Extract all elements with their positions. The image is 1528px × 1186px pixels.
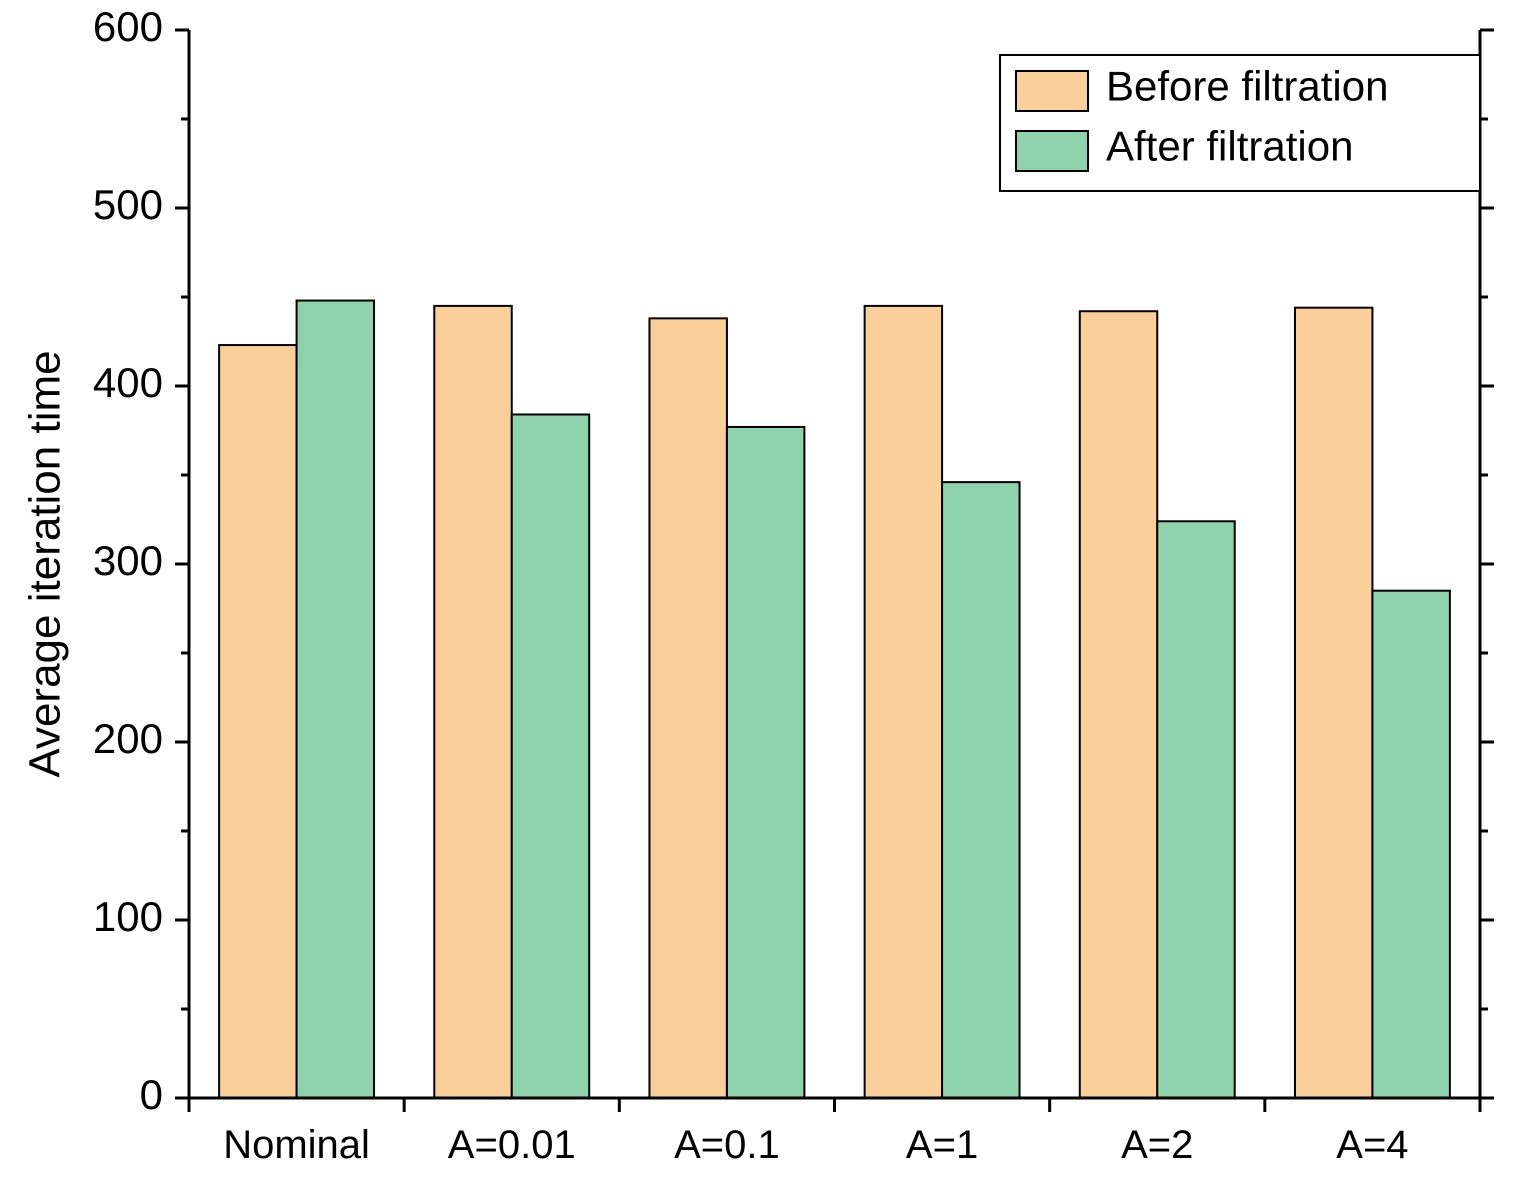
bar-before: [219, 345, 296, 1098]
bar-before: [1080, 311, 1157, 1098]
y-tick-label: 100: [93, 893, 163, 940]
legend-swatch: [1016, 131, 1088, 171]
bar-before: [1295, 308, 1372, 1098]
bar-after: [1157, 521, 1234, 1098]
bar-after: [727, 427, 804, 1098]
bar-after: [1372, 591, 1449, 1098]
legend-swatch: [1016, 71, 1088, 111]
bar-before: [434, 306, 511, 1098]
legend: Before filtration After filtration: [1000, 55, 1480, 191]
y-tick-label: 500: [93, 181, 163, 228]
x-tick-label: A=0.1: [674, 1123, 780, 1167]
bar-after: [297, 301, 374, 1098]
y-tick-label: 600: [93, 3, 163, 50]
bar-before: [865, 306, 942, 1098]
x-tick-label: Nominal: [223, 1123, 370, 1167]
bar-chart: 0 100 200 300 400 500 600 Nominal A=0.01 A=0.1 A=1…: [0, 0, 1528, 1186]
bar-before: [649, 318, 726, 1098]
x-tick-label: A=4: [1336, 1123, 1408, 1167]
bar-after: [942, 482, 1019, 1098]
x-tick-label: A=2: [1121, 1123, 1193, 1167]
chart-svg: 0 100 200 300 400 500 600 Nominal A=0.01 A=0.1 A=1…: [0, 0, 1528, 1186]
y-tick-label: 400: [93, 359, 163, 406]
bar-after: [512, 414, 589, 1098]
y-tick-label: 200: [93, 715, 163, 762]
legend-label: Before filtration: [1106, 63, 1388, 110]
x-tick-label: A=1: [906, 1123, 978, 1167]
y-axis-label: Average iteration time: [21, 350, 70, 777]
legend-label: After filtration: [1106, 123, 1353, 170]
y-tick-label: 0: [140, 1071, 163, 1118]
y-tick-label: 300: [93, 537, 163, 584]
x-tick-label: A=0.01: [448, 1123, 576, 1167]
